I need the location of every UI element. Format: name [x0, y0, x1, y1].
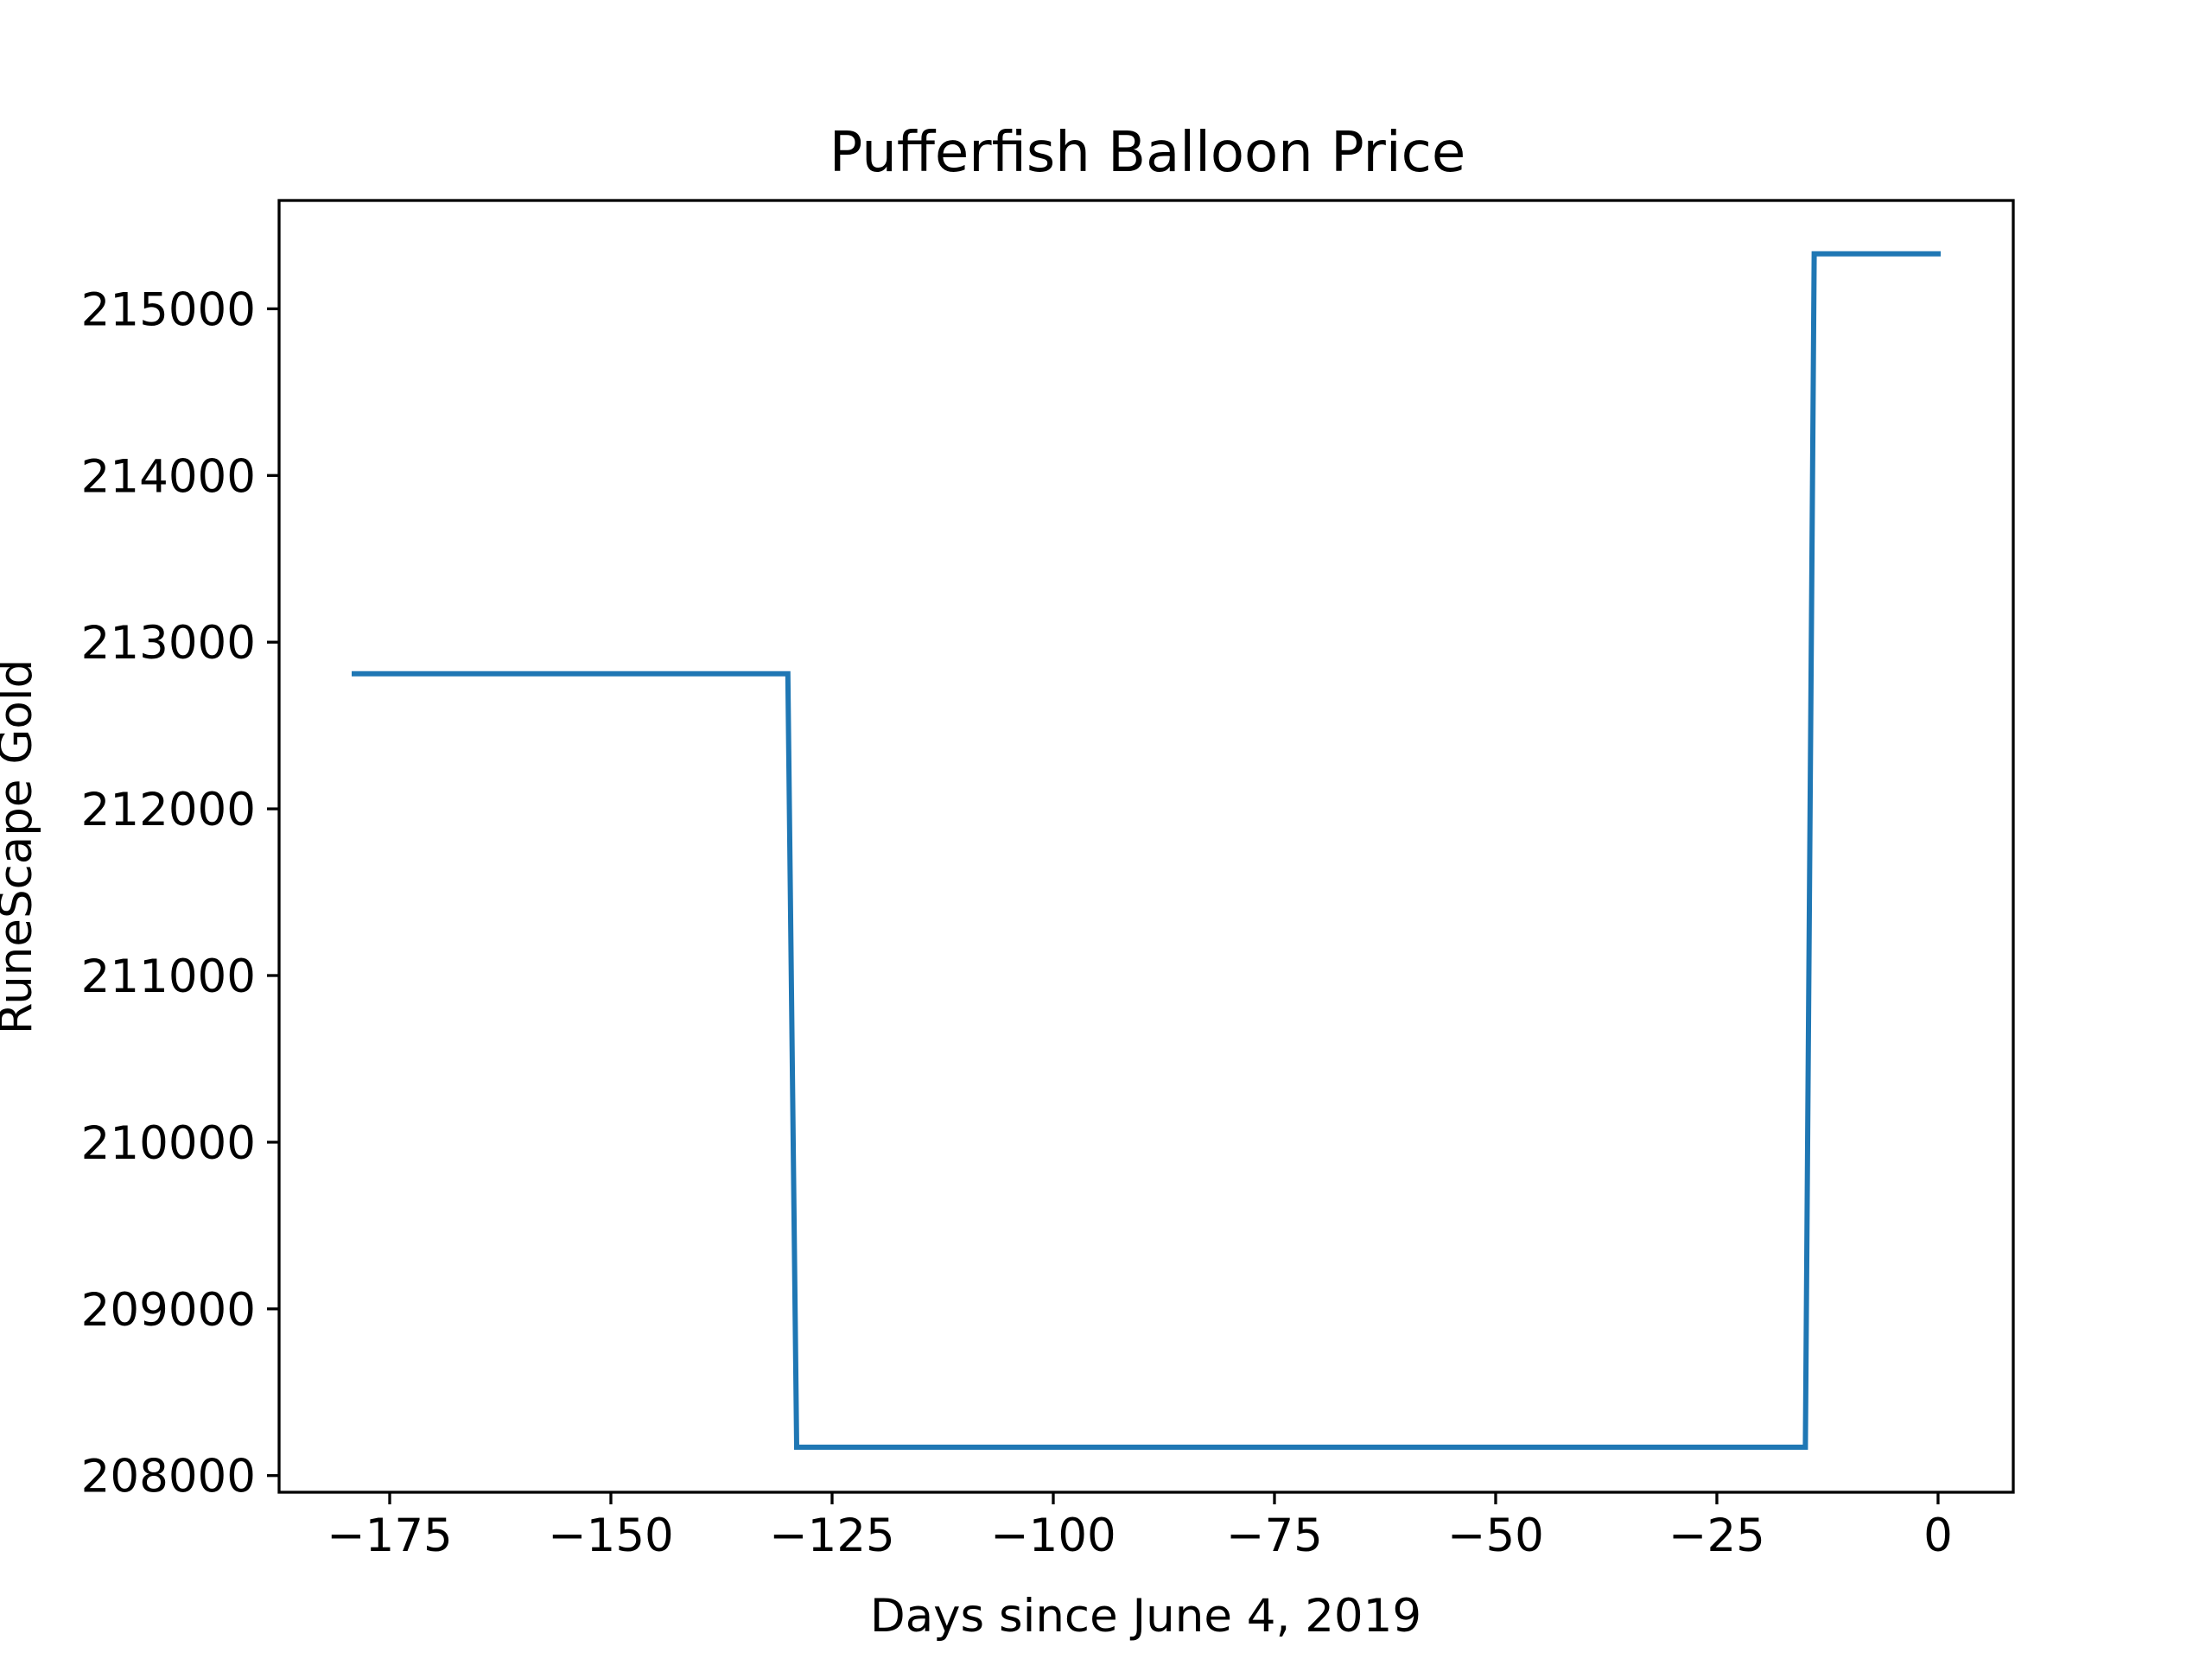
y-tick-label: 209000 — [81, 1284, 256, 1337]
y-tick-label: 215000 — [81, 283, 256, 336]
x-tick-label: −150 — [548, 1510, 674, 1562]
y-tick-label: 210000 — [81, 1117, 256, 1170]
x-tick-label: 0 — [1923, 1510, 1953, 1562]
x-tick-label: −125 — [769, 1510, 895, 1562]
x-tick-label: −175 — [327, 1510, 453, 1562]
series-line — [352, 251, 1941, 1450]
axes-frame — [277, 199, 2015, 1494]
x-tick-label: −25 — [1669, 1510, 1765, 1562]
x-axis-label: Days since June 4, 2019 — [870, 1590, 1421, 1643]
x-tick-label: −50 — [1447, 1510, 1544, 1562]
x-axis-ticks: −175 −150 −125 −100 −75 −50 −25 0 — [327, 1492, 1953, 1562]
y-axis-label: RuneScape Gold — [0, 659, 42, 1034]
y-tick-label: 212000 — [81, 784, 256, 836]
y-tick-label: 214000 — [81, 450, 256, 503]
y-tick-label: 208000 — [81, 1451, 256, 1503]
y-axis-ticks: 208000 209000 210000 211000 212000 213000 2140… — [81, 283, 279, 1503]
y-tick-label: 213000 — [81, 617, 256, 670]
series-layer — [352, 251, 1941, 1450]
y-tick-label: 211000 — [81, 950, 256, 1003]
plot-area — [277, 199, 2015, 1494]
x-tick-label: −75 — [1226, 1510, 1323, 1562]
chart-title: Pufferfish Balloon Price — [830, 121, 1465, 185]
x-tick-label: −100 — [990, 1510, 1116, 1562]
